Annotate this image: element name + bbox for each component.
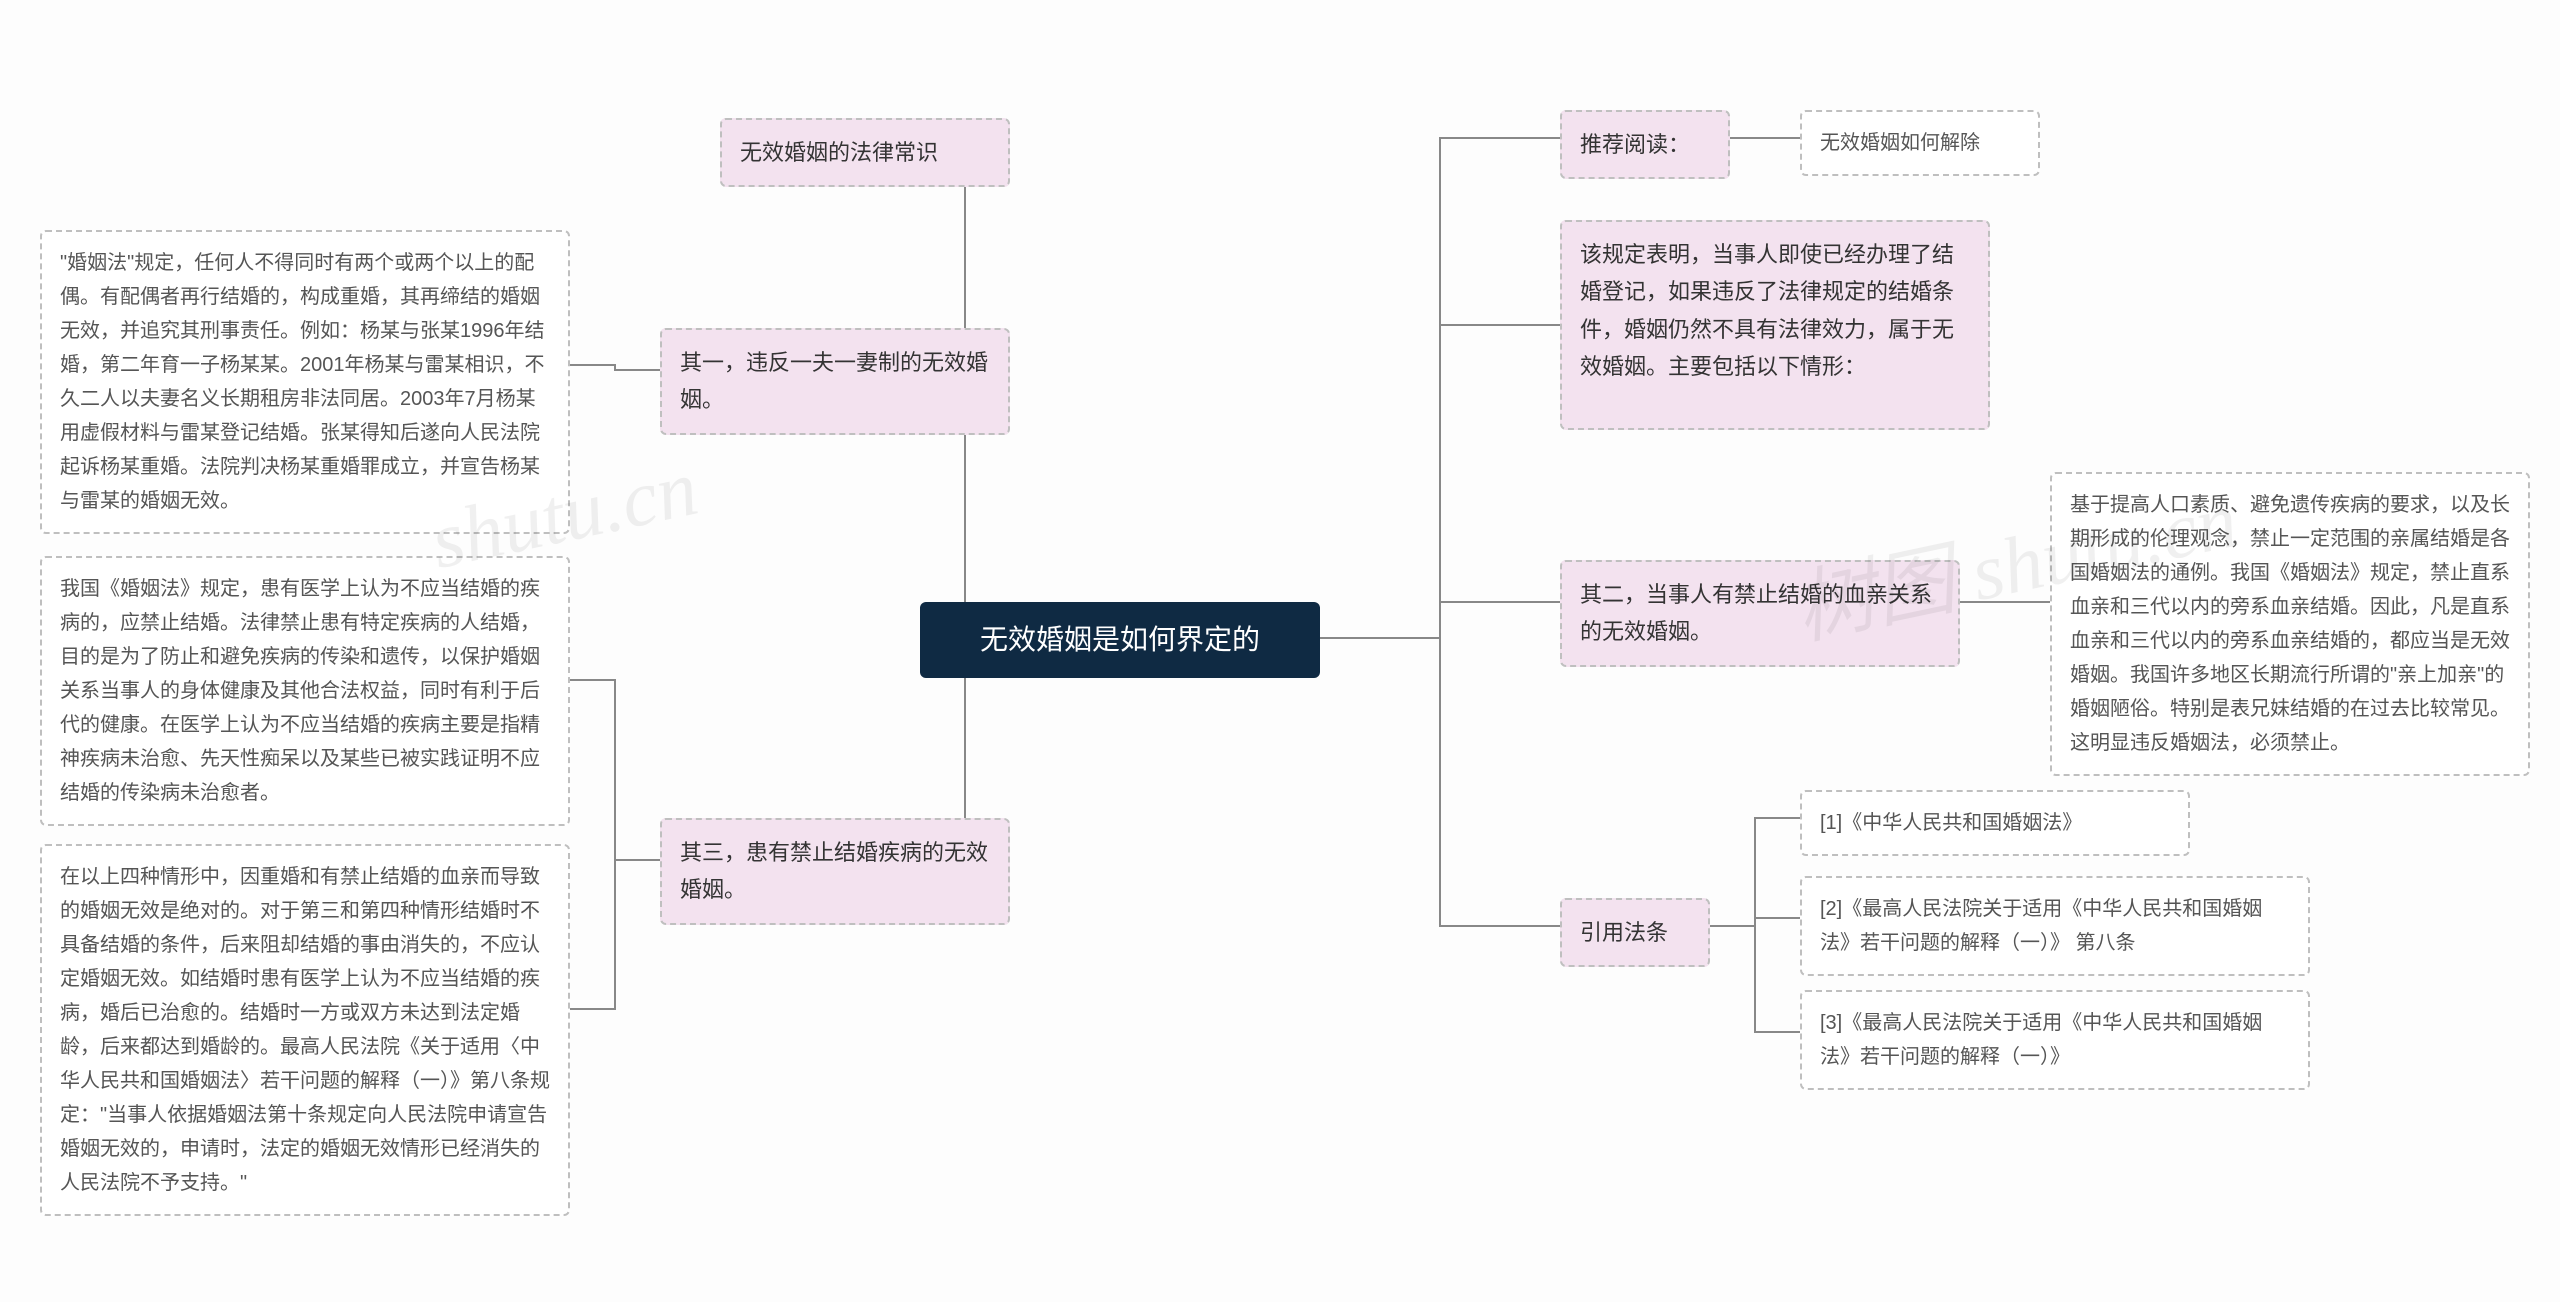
root-node: 无效婚姻是如何界定的 [920, 602, 1320, 678]
left-branch-1: 其一，违反一夫一妻制的无效婚姻。 [660, 328, 1010, 435]
right-leaf-4: [3]《最高人民法院关于适用《中华人民共和国婚姻法》若干问题的解释（一）》 [1800, 990, 2310, 1090]
mindmap-canvas: 无效婚姻是如何界定的 无效婚姻的法律常识其一，违反一夫一妻制的无效婚姻。其三，患有… [0, 0, 2560, 1302]
right-leaf-2: [1]《中华人民共和国婚姻法》 [1800, 790, 2190, 856]
left-branch-2: 其三，患有禁止结婚疾病的无效婚姻。 [660, 818, 1010, 925]
right-branch-1: 该规定表明，当事人即使已经办理了结婚登记，如果违反了法律规定的结婚条件，婚姻仍然… [1560, 220, 1990, 430]
right-branch-2: 其二，当事人有禁止结婚的血亲关系的无效婚姻。 [1560, 560, 1960, 667]
right-leaf-0: 无效婚姻如何解除 [1800, 110, 2040, 176]
left-leaf-2: 在以上四种情形中，因重婚和有禁止结婚的血亲而导致的婚姻无效是绝对的。对于第三和第… [40, 844, 570, 1216]
left-branch-0: 无效婚姻的法律常识 [720, 118, 1010, 187]
left-leaf-1: 我国《婚姻法》规定，患有医学上认为不应当结婚的疾病的，应禁止结婚。法律禁止患有特… [40, 556, 570, 826]
left-leaf-0: "婚姻法"规定，任何人不得同时有两个或两个以上的配偶。有配偶者再行结婚的，构成重… [40, 230, 570, 534]
right-branch-0: 推荐阅读： [1560, 110, 1730, 179]
right-leaf-3: [2]《最高人民法院关于适用《中华人民共和国婚姻法》若干问题的解释（一）》 第八… [1800, 876, 2310, 976]
right-branch-3: 引用法条 [1560, 898, 1710, 967]
right-leaf-1: 基于提高人口素质、避免遗传疾病的要求，以及长期形成的伦理观念，禁止一定范围的亲属… [2050, 472, 2530, 776]
